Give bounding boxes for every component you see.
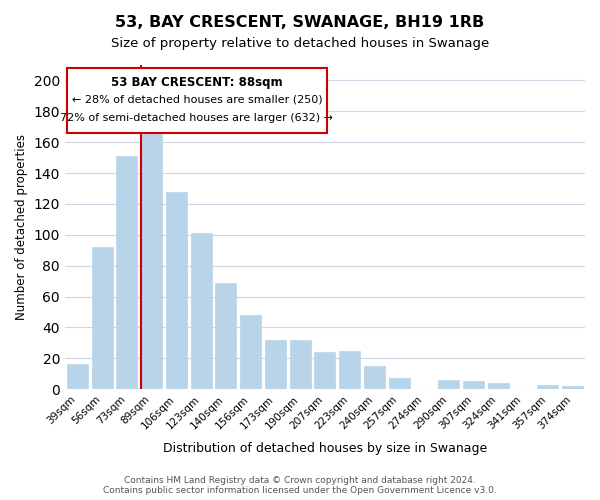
Bar <box>463 382 484 389</box>
Bar <box>562 386 583 389</box>
Text: Contains HM Land Registry data © Crown copyright and database right 2024.
Contai: Contains HM Land Registry data © Crown c… <box>103 476 497 495</box>
Text: 53 BAY CRESCENT: 88sqm: 53 BAY CRESCENT: 88sqm <box>111 76 283 89</box>
Bar <box>67 364 88 389</box>
Bar <box>240 315 261 389</box>
Bar <box>265 340 286 389</box>
Bar <box>538 384 559 389</box>
Bar <box>116 156 137 389</box>
Bar <box>339 350 360 389</box>
X-axis label: Distribution of detached houses by size in Swanage: Distribution of detached houses by size … <box>163 442 487 455</box>
Text: 53, BAY CRESCENT, SWANAGE, BH19 1RB: 53, BAY CRESCENT, SWANAGE, BH19 1RB <box>115 15 485 30</box>
Bar <box>191 234 212 389</box>
Bar <box>141 134 162 389</box>
FancyBboxPatch shape <box>67 68 327 133</box>
Text: Size of property relative to detached houses in Swanage: Size of property relative to detached ho… <box>111 38 489 51</box>
Bar <box>290 340 311 389</box>
Bar <box>389 378 410 389</box>
Y-axis label: Number of detached properties: Number of detached properties <box>15 134 28 320</box>
Bar <box>364 366 385 389</box>
Text: ← 28% of detached houses are smaller (250): ← 28% of detached houses are smaller (25… <box>71 94 322 104</box>
Text: 72% of semi-detached houses are larger (632) →: 72% of semi-detached houses are larger (… <box>61 113 334 123</box>
Bar <box>438 380 460 389</box>
Bar <box>92 247 113 389</box>
Bar <box>488 383 509 389</box>
Bar <box>215 282 236 389</box>
Bar <box>314 352 335 389</box>
Bar <box>166 192 187 389</box>
